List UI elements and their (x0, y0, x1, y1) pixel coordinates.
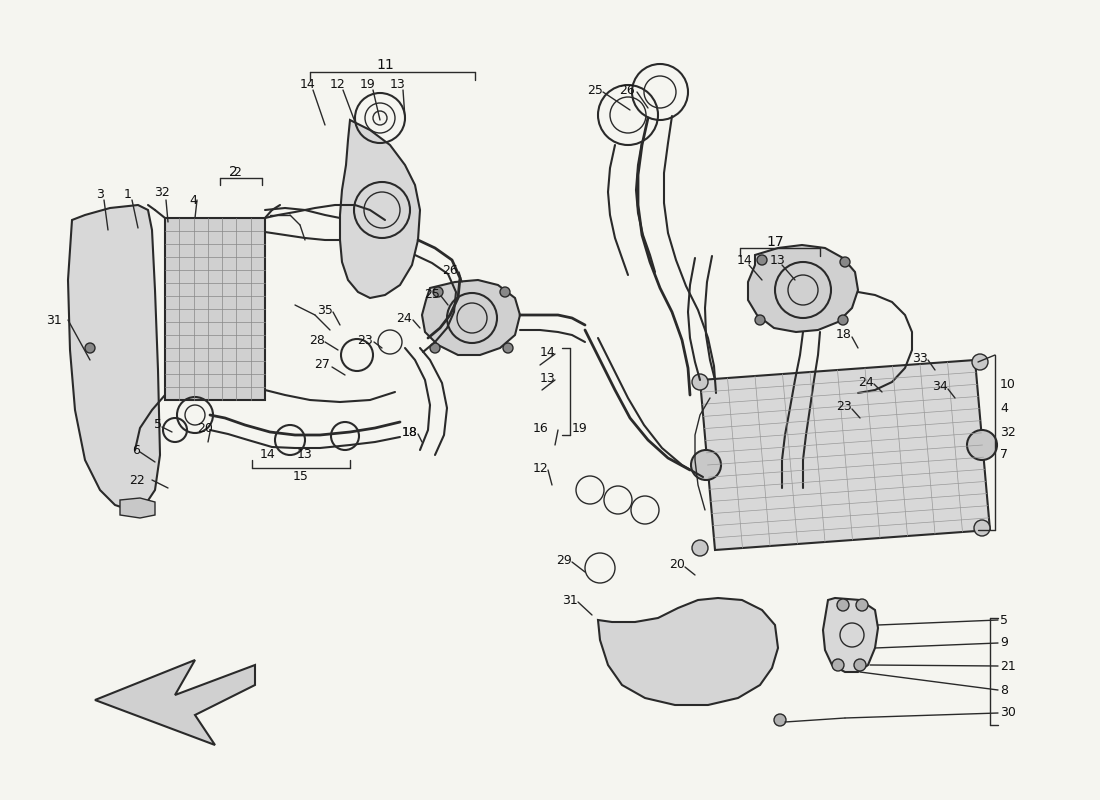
Text: 18: 18 (836, 329, 852, 342)
Text: 20: 20 (197, 422, 213, 434)
Polygon shape (422, 280, 520, 355)
Circle shape (503, 343, 513, 353)
Circle shape (972, 354, 988, 370)
Circle shape (500, 287, 510, 297)
Text: 21: 21 (1000, 659, 1015, 673)
Polygon shape (340, 120, 420, 298)
Text: 7: 7 (1000, 449, 1008, 462)
Circle shape (832, 659, 844, 671)
Text: 13: 13 (297, 449, 312, 462)
Polygon shape (120, 498, 155, 518)
Circle shape (838, 315, 848, 325)
Text: 1: 1 (124, 189, 132, 202)
Text: 19: 19 (572, 422, 587, 434)
Text: 2: 2 (229, 165, 238, 179)
Text: 14: 14 (737, 254, 752, 266)
Text: 14: 14 (260, 449, 276, 462)
Polygon shape (748, 245, 858, 332)
Text: 14: 14 (539, 346, 556, 358)
Text: 18: 18 (403, 426, 418, 438)
Polygon shape (823, 598, 878, 672)
Circle shape (974, 520, 990, 536)
Text: 33: 33 (912, 351, 928, 365)
Circle shape (430, 343, 440, 353)
Text: 8: 8 (1000, 683, 1008, 697)
Text: 15: 15 (293, 470, 309, 483)
Text: 6: 6 (132, 443, 140, 457)
Text: 30: 30 (1000, 706, 1016, 719)
Text: 5: 5 (1000, 614, 1008, 626)
Text: 13: 13 (390, 78, 406, 91)
Text: 35: 35 (317, 303, 333, 317)
Circle shape (854, 659, 866, 671)
Text: 20: 20 (669, 558, 685, 571)
Text: 13: 13 (770, 254, 785, 266)
Text: 11: 11 (376, 58, 394, 72)
Circle shape (840, 257, 850, 267)
Bar (165, 218, 265, 400)
Polygon shape (68, 205, 160, 510)
Text: 32: 32 (1000, 426, 1015, 438)
Text: 32: 32 (154, 186, 169, 198)
Circle shape (757, 255, 767, 265)
Text: 22: 22 (130, 474, 145, 486)
Text: 10: 10 (1000, 378, 1016, 391)
Circle shape (856, 599, 868, 611)
Polygon shape (598, 598, 778, 705)
Text: 14: 14 (300, 78, 316, 91)
Text: 25: 25 (587, 83, 603, 97)
Circle shape (967, 430, 997, 460)
Text: 12: 12 (330, 78, 345, 91)
Text: 4: 4 (1000, 402, 1008, 414)
Text: 31: 31 (46, 314, 62, 326)
Polygon shape (700, 360, 990, 550)
Text: 18: 18 (403, 426, 418, 438)
Text: 12: 12 (532, 462, 548, 474)
Text: 26: 26 (619, 83, 635, 97)
Text: 19: 19 (360, 78, 376, 91)
Text: 24: 24 (858, 375, 874, 389)
Text: 23: 23 (836, 401, 852, 414)
Text: 34: 34 (933, 381, 948, 394)
Circle shape (774, 714, 786, 726)
Text: 3: 3 (96, 189, 103, 202)
Text: 27: 27 (315, 358, 330, 371)
Text: 23: 23 (358, 334, 373, 346)
Text: 17: 17 (767, 235, 784, 249)
Text: 9: 9 (1000, 637, 1008, 650)
Text: 13: 13 (539, 371, 556, 385)
Text: 24: 24 (396, 311, 412, 325)
Text: 29: 29 (557, 554, 572, 566)
Text: 5: 5 (154, 418, 162, 431)
Text: 31: 31 (562, 594, 578, 606)
Text: 2: 2 (233, 166, 241, 179)
Text: 26: 26 (442, 263, 458, 277)
Text: 25: 25 (425, 287, 440, 301)
Polygon shape (95, 660, 255, 745)
Circle shape (755, 315, 764, 325)
Circle shape (837, 599, 849, 611)
Circle shape (433, 287, 443, 297)
Circle shape (85, 343, 95, 353)
Circle shape (692, 540, 708, 556)
Circle shape (691, 450, 720, 480)
Text: 16: 16 (532, 422, 548, 434)
Text: 4: 4 (189, 194, 197, 206)
Circle shape (692, 374, 708, 390)
Text: 28: 28 (309, 334, 324, 346)
